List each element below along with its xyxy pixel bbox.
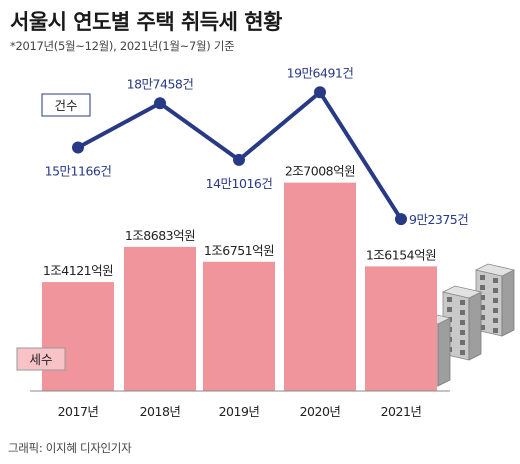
x-tick-label: 2018년 [140, 404, 181, 419]
building-icon [474, 263, 516, 337]
count-point [154, 97, 166, 110]
bar-value-label: 1조6154억원 [366, 247, 436, 262]
bar-value-label: 1조4121억원 [43, 263, 113, 278]
count-value-label: 15만1166건 [45, 163, 112, 178]
count-value-label: 9만2375건 [409, 212, 468, 227]
x-tick-label: 2020년 [300, 404, 341, 419]
x-tick-label: 2021년 [381, 404, 422, 419]
count-value-label: 14만1016건 [206, 176, 273, 191]
count-point [72, 141, 84, 154]
bar-value-label: 1조8683억원 [125, 228, 195, 243]
legend-revenue: 세수 [16, 347, 66, 371]
legend-count: 건수 [41, 93, 91, 117]
legend-count-label: 건수 [54, 98, 77, 113]
count-point [233, 153, 245, 166]
bar-2020년 [284, 182, 356, 391]
bar-value-label: 1조6751억원 [204, 243, 274, 258]
count-point [395, 213, 407, 226]
bar-value-label: 2조7008억원 [285, 164, 355, 179]
bar-2021년 [365, 266, 437, 391]
bar-2017년 [42, 282, 114, 391]
chart-title: 서울시 연도별 주택 취득세 현황 [10, 10, 282, 34]
bar-2019년 [203, 261, 275, 391]
graphic-credit: 그래픽: 이지혜 디자인기자 [8, 441, 132, 455]
legend-revenue-label: 세수 [29, 352, 52, 367]
chart-subtitle: *2017년(5월~12월), 2021년(1월~7월) 기준 [10, 39, 235, 53]
count-value-label: 19만6491건 [287, 65, 354, 80]
bar-2018년 [124, 246, 196, 391]
building-icon [441, 285, 483, 361]
x-tick-label: 2019년 [219, 404, 260, 419]
x-tick-label: 2017년 [58, 404, 99, 419]
count-value-label: 18만7458건 [127, 76, 194, 91]
count-point [314, 86, 326, 99]
